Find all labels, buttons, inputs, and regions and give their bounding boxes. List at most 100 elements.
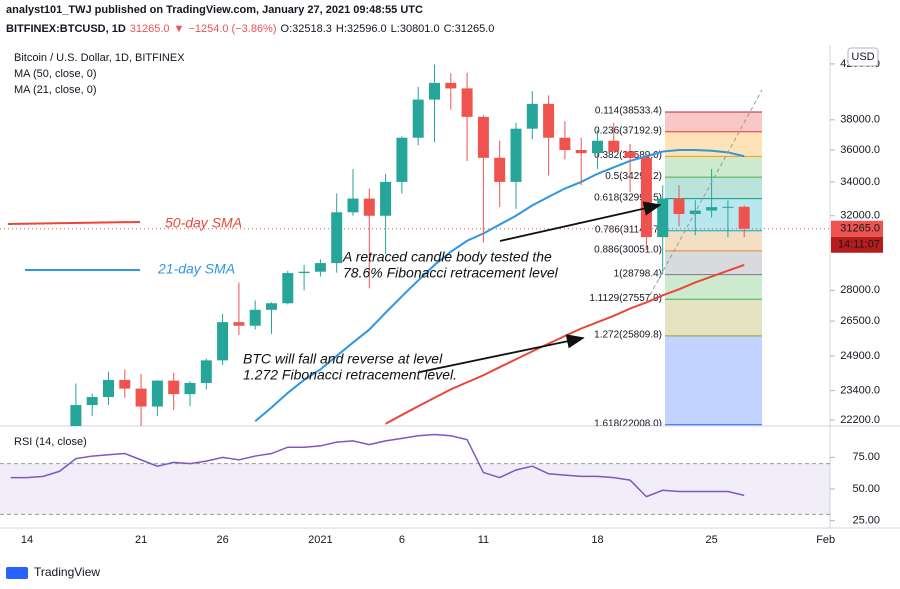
candle-body — [738, 206, 750, 229]
trend-line — [649, 89, 763, 296]
candle-body — [592, 140, 603, 154]
candle-body — [233, 322, 245, 326]
candle-body — [445, 82, 457, 89]
annotation: 50-day SMA — [165, 215, 242, 231]
candle-body — [86, 397, 98, 406]
fib-band — [665, 335, 762, 425]
candle-body — [282, 273, 294, 304]
candle-body — [477, 116, 489, 158]
candle-body — [543, 103, 555, 138]
candle-body — [103, 379, 114, 398]
legend-entry: MA (50, close, 0) — [14, 68, 97, 80]
candle-body — [298, 271, 310, 274]
fib-label: 1.272(25809.8) — [594, 329, 662, 340]
x-tick-label: 6 — [399, 534, 405, 546]
pane-title: RSI (14, close) — [14, 436, 87, 448]
symbol-line: BITFINEX:BTCUSD, 1D 31265.0 ▼ −1254.0 (−3.8… — [6, 23, 498, 35]
fib-label: 0.114(38533.4) — [595, 106, 662, 117]
y-tick-label: 32000.0 — [840, 210, 880, 222]
candle-body — [70, 405, 82, 426]
rsi-line — [10, 433, 745, 498]
fib-label: 0.618(32995.5) — [594, 192, 662, 203]
y-tick-label: 50.00 — [852, 483, 880, 495]
currency[interactable]: USD — [851, 51, 874, 63]
candle-body — [314, 263, 326, 272]
last-price-label: 31265.0 — [840, 223, 880, 235]
candle-body — [380, 181, 392, 216]
x-tick-label: 2021 — [308, 534, 332, 546]
fib-label: 1.1129(27557.9) — [589, 293, 662, 304]
y-tick-label: 38000.0 — [840, 114, 880, 126]
ma-line — [385, 264, 745, 425]
candle-body — [673, 198, 685, 215]
fib-band — [665, 299, 762, 336]
x-tick-label: Feb — [816, 534, 835, 546]
y-tick-label: 25.00 — [852, 515, 880, 527]
candle-body — [331, 212, 343, 264]
branding: TradingView — [34, 565, 100, 579]
annotation: 78.6% Fibonacci retracement level — [343, 265, 559, 281]
symbol-part: L:30801.0 — [390, 23, 440, 35]
ma-line — [254, 148, 745, 422]
annotation: 1.272 Fibonacci retracement level. — [243, 367, 457, 383]
candle-body — [168, 380, 180, 395]
fib-band — [665, 274, 762, 300]
candle-body — [624, 151, 636, 158]
symbol-part: 31265.0 — [129, 23, 170, 35]
fib-band — [665, 156, 762, 178]
fib-label: 0.786(31149.7) — [595, 224, 662, 235]
candle-body — [429, 82, 440, 100]
y-tick-label: 26500.0 — [840, 315, 880, 327]
candle-body — [347, 198, 359, 213]
symbol-part: C:31265.0 — [443, 23, 495, 35]
countdown: 14:11:07 — [838, 239, 880, 251]
fib-label: 0.886(30051.0) — [594, 245, 662, 256]
y-tick-label: 24900.0 — [840, 350, 880, 362]
candle-body — [266, 303, 277, 310]
annotation: 21-day SMA — [157, 261, 235, 277]
candle-body — [249, 309, 261, 326]
candle-body — [200, 360, 212, 383]
candle-body — [135, 388, 147, 407]
fib-label: 0.236(37192.9) — [594, 125, 662, 136]
x-tick-label: 25 — [705, 534, 717, 546]
countdown-tag — [831, 236, 883, 253]
candle-body — [640, 157, 652, 238]
y-tick-label: 22200.0 — [840, 414, 880, 426]
logo — [6, 567, 28, 579]
arrow — [499, 201, 662, 242]
fib-band — [665, 230, 762, 251]
x-tick-label: 18 — [591, 534, 603, 546]
x-tick-label: 26 — [216, 534, 228, 546]
currency-button[interactable] — [847, 47, 879, 67]
candle-body — [184, 382, 196, 395]
annotation: BTC will fall and reverse at level — [243, 351, 443, 367]
y-tick-label: 36000.0 — [840, 144, 880, 156]
last-price-tag — [831, 220, 883, 237]
y-tick-label: 34000.0 — [840, 176, 880, 188]
y-tick-label: 75.00 — [852, 451, 880, 463]
candle-body — [494, 157, 506, 182]
legend-entry: MA (21, close, 0) — [14, 84, 97, 96]
fib-band — [665, 177, 762, 199]
rsi-band — [0, 463, 830, 515]
fib-label: 0.5(34292.2) — [605, 171, 662, 182]
fib-label: 1.618(22008.0) — [594, 418, 662, 429]
candle-body — [119, 379, 131, 389]
fib-label: 1(28798.4) — [614, 268, 662, 279]
symbol-part: H:32596.0 — [335, 23, 387, 35]
fib-band — [665, 131, 762, 157]
symbol-part: ▼ — [173, 23, 185, 35]
candle-body — [217, 322, 229, 361]
publisher: analyst101_TWJ published on TradingView.… — [6, 4, 423, 16]
legend-line — [7, 221, 141, 225]
symbol-part: BITFINEX:BTCUSD, 1D — [6, 23, 126, 35]
candle-body — [526, 103, 538, 129]
x-tick-label: 11 — [478, 534, 489, 546]
annotation: A retraced candle body tested the — [342, 249, 552, 265]
candle-body — [363, 198, 375, 216]
candle-body — [608, 140, 620, 152]
y-tick-label: 28000.0 — [840, 284, 880, 296]
candle-body — [575, 149, 587, 154]
